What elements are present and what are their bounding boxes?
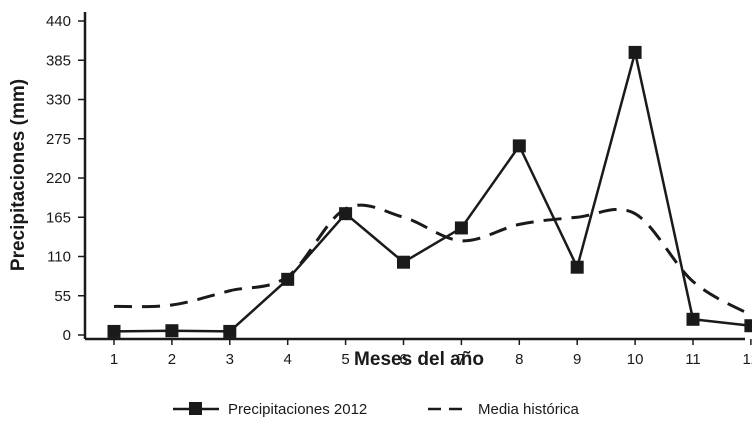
data-point-precipitaciones-2012 [223, 324, 237, 338]
x-tick-label: 2 [168, 351, 176, 368]
series-layer [107, 45, 752, 338]
y-tick-label: 220 [46, 170, 71, 187]
x-axis-title: Meses del año [354, 349, 484, 370]
series-line-media-historica [113, 203, 752, 317]
data-point-precipitaciones-2012 [628, 45, 642, 59]
data-point-precipitaciones-2012 [339, 207, 353, 221]
data-point-precipitaciones-2012 [454, 221, 468, 235]
y-tick-label: 110 [47, 249, 71, 266]
legend-marker-square [189, 402, 202, 415]
x-tick-label: 7 [457, 351, 465, 368]
x-axis-ticks: 123456789101112 [110, 339, 752, 368]
legend-label-precipitaciones-2012: Precipitaciones 2012 [228, 401, 367, 418]
legend-item-precipitaciones-2012: Precipitaciones 2012 [173, 401, 367, 418]
y-tick-label: 385 [46, 52, 71, 69]
data-point-precipitaciones-2012 [686, 312, 700, 326]
legend: Precipitaciones 2012 Media histórica [173, 401, 580, 418]
x-tick-label: 8 [515, 351, 523, 368]
data-point-precipitaciones-2012 [165, 324, 179, 338]
y-tick-label: 165 [46, 209, 71, 226]
data-point-precipitaciones-2012 [744, 319, 752, 333]
legend-item-media-historica: Media histórica [428, 401, 580, 418]
y-tick-label: 330 [46, 92, 71, 109]
y-axis-title: Precipitaciones (mm) [8, 79, 29, 271]
data-point-precipitaciones-2012 [397, 255, 410, 269]
x-tick-label: 9 [573, 351, 581, 368]
y-axis-ticks: 0 55 110 165 220 275 330 385 440 [46, 13, 85, 344]
x-tick-label: 12 [743, 351, 752, 368]
x-tick-label: 1 [110, 351, 118, 368]
data-point-precipitaciones-2012 [107, 324, 121, 338]
y-tick-label: 275 [46, 131, 71, 148]
x-tick-label: 3 [226, 351, 234, 368]
y-tick-label: 0 [63, 327, 71, 344]
data-point-precipitaciones-2012 [281, 272, 295, 286]
x-tick-label: 4 [284, 351, 292, 368]
y-tick-label: 55 [54, 288, 71, 305]
x-tick-label: 6 [399, 351, 407, 368]
y-tick-label: 440 [46, 13, 71, 30]
series-line-precipitaciones-2012 [113, 51, 752, 333]
x-tick-label: 5 [341, 351, 349, 368]
legend-label-media-historica: Media histórica [478, 401, 580, 418]
x-tick-label: 10 [627, 351, 644, 368]
data-point-precipitaciones-2012 [570, 260, 584, 274]
data-point-precipitaciones-2012 [512, 139, 526, 153]
x-tick-label: 11 [685, 351, 701, 368]
